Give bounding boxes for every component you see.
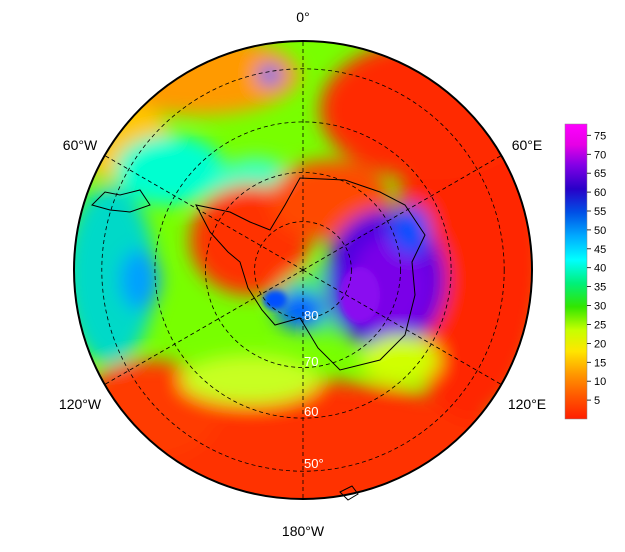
colorbar: 5 10 15 20 25 30 35 40 45 50 55 60 65 70 75 — [564, 123, 606, 420]
colorbar-tick-label: 60 — [594, 187, 606, 199]
lat-label-60: 60 — [304, 404, 318, 419]
colorbar-tick-label: 5 — [594, 395, 600, 407]
lon-label-120w: 120°W — [59, 396, 102, 412]
south-america-tip — [91, 189, 151, 213]
lon-label-60w: 60°W — [63, 137, 98, 153]
colorbar-frame — [564, 123, 588, 420]
lon-label-120e: 120°E — [508, 396, 546, 412]
lon-label-0: 0° — [296, 9, 309, 25]
colorbar-tick-label: 65 — [594, 168, 606, 180]
colorbar-tick-label: 55 — [594, 206, 606, 218]
longitude-labels: 0° 60°E 120°E 180°W 120°W 60°W — [59, 9, 546, 539]
meridian-line — [302, 155, 502, 271]
lat-label-50: 50° — [304, 456, 324, 471]
lon-label-180: 180°W — [282, 523, 325, 539]
meridian-line — [104, 269, 304, 385]
new-zealand-outline — [339, 485, 359, 501]
colorbar-tick-label: 75 — [594, 130, 606, 142]
colorbar-tick-label: 70 — [594, 149, 606, 161]
colorbar-tick-label: 20 — [594, 338, 606, 350]
colorbar-gradient — [565, 124, 587, 419]
colorbar-tick-label: 25 — [594, 319, 606, 331]
lat-label-80: 80 — [304, 308, 318, 323]
colorbar-tick-label: 40 — [594, 263, 606, 275]
latitude-circle — [205, 172, 401, 368]
latitude-circle — [254, 221, 352, 319]
latitude-labels: 80 70 60 50° — [304, 308, 324, 471]
coastlines — [91, 177, 426, 501]
graticule — [101, 41, 505, 499]
colorbar-tick-label: 35 — [594, 282, 606, 294]
colorbar-tick-label: 10 — [594, 376, 606, 388]
colorbar-tick-label: 45 — [594, 244, 606, 256]
antarctica-coastline — [195, 177, 426, 371]
meridian-line — [104, 155, 304, 271]
latitude-circle — [101, 68, 505, 472]
colorbar-tick-label: 50 — [594, 225, 606, 237]
meridian-line — [302, 269, 502, 385]
colorbar-tick-label: 30 — [594, 301, 606, 313]
colorbar-tick-label: 15 — [594, 357, 606, 369]
map-border — [73, 40, 533, 500]
colorbar-ticks: 5 10 15 20 25 30 35 40 45 50 55 60 65 70 75 — [587, 130, 606, 407]
lon-label-60e: 60°E — [512, 137, 543, 153]
lat-label-70: 70 — [304, 354, 318, 369]
